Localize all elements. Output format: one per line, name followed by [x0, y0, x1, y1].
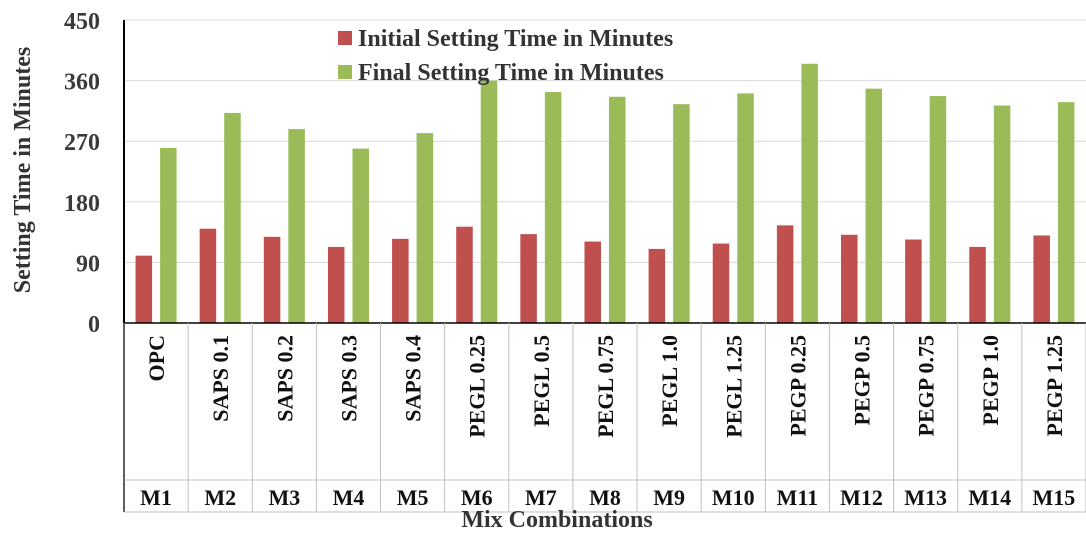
bar-final — [416, 133, 434, 323]
bar-final — [480, 80, 498, 323]
legend-swatch-initial — [338, 31, 352, 45]
bar-initial — [327, 246, 345, 323]
mix-id-label: M14 — [968, 485, 1011, 510]
category-label: PEGL 1.0 — [657, 335, 682, 427]
bar-final — [288, 129, 305, 323]
bar-final — [544, 92, 562, 324]
legend-label-final: Final Setting Time in Minutes — [358, 60, 664, 86]
mix-id-label: M10 — [712, 485, 755, 510]
mix-id-label: M9 — [653, 485, 685, 510]
category-label: PEGP 0.25 — [785, 335, 810, 436]
bar-final — [865, 88, 883, 324]
mix-id-label: M7 — [525, 485, 557, 510]
category-label: SAPS 0.2 — [272, 335, 297, 422]
bar-initial — [841, 234, 858, 323]
y-tick-label: 90 — [76, 251, 100, 277]
bar-initial — [456, 226, 473, 323]
mix-id-label: M8 — [589, 485, 621, 510]
bar-initial — [1033, 235, 1050, 323]
bar-final — [929, 96, 947, 323]
bar-final — [609, 96, 626, 323]
mix-id-label: M6 — [461, 485, 493, 510]
bar-final — [737, 93, 754, 323]
y-tick-label: 450 — [64, 9, 100, 35]
y-tick-label: 270 — [64, 130, 100, 156]
y-tick-label: 0 — [88, 312, 100, 338]
mix-id-label: M5 — [397, 485, 429, 510]
category-label: PEGP 0.75 — [914, 335, 939, 436]
mix-id-label: M12 — [840, 485, 883, 510]
bar-final — [1057, 102, 1075, 323]
bar-initial — [776, 225, 794, 323]
x-axis-title: Mix Combinations — [461, 507, 652, 533]
category-label: SAPS 0.4 — [401, 335, 426, 422]
mix-id-label: M4 — [333, 485, 365, 510]
category-label: PEGL 0.25 — [465, 335, 490, 438]
mix-id-label: M2 — [204, 485, 236, 510]
mix-id-label: M1 — [140, 485, 172, 510]
mix-id-label: M13 — [904, 485, 947, 510]
category-label: OPC — [144, 335, 169, 381]
category-label: PEGP 0.5 — [850, 335, 875, 425]
bar-initial — [905, 239, 922, 323]
bars — [135, 63, 1075, 324]
mix-id-label: M3 — [268, 485, 300, 510]
category-label: SAPS 0.3 — [336, 335, 361, 422]
y-tick-labels: 0 90 180 270 360 450 — [64, 9, 100, 338]
bar-final — [160, 147, 177, 323]
bar-initial — [263, 236, 281, 323]
legend-label-initial: Initial Setting Time in Minutes — [358, 26, 673, 52]
category-label: PEGP 1.0 — [978, 335, 1003, 425]
bar-final — [352, 148, 369, 323]
bar-initial — [520, 234, 537, 323]
bar-initial — [584, 241, 601, 323]
bar-final — [673, 104, 690, 324]
bar-final — [993, 105, 1011, 323]
mix-id-label: M15 — [1033, 485, 1076, 510]
legend-swatch-final — [338, 65, 352, 79]
bar-initial — [392, 238, 409, 323]
axes — [123, 20, 1086, 513]
category-label: PEGL 0.75 — [593, 335, 618, 438]
mix-id-label: M11 — [777, 485, 819, 510]
category-label: PEGP 1.25 — [1042, 335, 1067, 436]
bar-final — [224, 112, 241, 323]
category-label: SAPS 0.1 — [208, 335, 233, 422]
bar-initial — [648, 248, 666, 323]
category-label: PEGL 0.5 — [529, 335, 554, 427]
bar-final — [801, 63, 818, 324]
y-tick-label: 360 — [64, 70, 100, 96]
bar-initial — [969, 246, 986, 323]
gridlines — [124, 19, 1086, 263]
y-axis-title: Setting Time in Minutes — [10, 47, 36, 293]
legend: Initial Setting Time in Minutes Final Se… — [338, 26, 673, 86]
bar-initial — [712, 243, 730, 323]
category-label: PEGL 1.25 — [721, 335, 746, 438]
bar-initial — [199, 228, 217, 323]
category-labels: OPC M1 SAPS 0.1 M2 SAPS 0.2 M3 SAPS 0.3 M4 SAPS … — [140, 335, 1075, 510]
bar-initial — [135, 255, 153, 323]
y-tick-label: 180 — [64, 191, 100, 217]
